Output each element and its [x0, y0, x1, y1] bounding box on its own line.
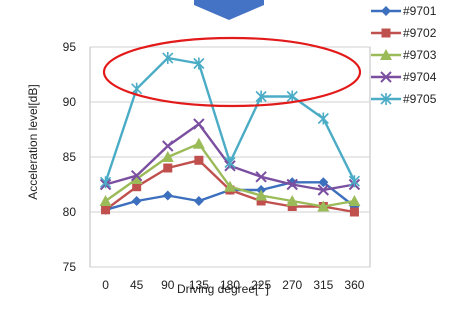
data-point: [162, 140, 174, 152]
highlight-ellipse: [102, 36, 362, 108]
x-tick-label: 315: [313, 278, 333, 292]
data-point: [132, 182, 142, 192]
legend-item: #9701: [371, 4, 437, 18]
legend-item: #9702: [371, 26, 437, 40]
series-9703: [99, 137, 361, 212]
legend-label: #9704: [403, 70, 437, 84]
top-arrow-shape: [194, 0, 264, 20]
x-tick-label: 225: [251, 278, 271, 292]
data-point: [193, 118, 205, 130]
data-point: [286, 90, 298, 103]
x-axis-label: Driving degree[˚ ]: [177, 282, 269, 296]
data-point: [380, 93, 392, 105]
x-tick-label: 270: [282, 278, 302, 292]
data-point: [255, 90, 267, 103]
data-point: [193, 57, 205, 70]
data-point: [348, 175, 361, 188]
data-point: [381, 6, 391, 16]
data-point: [255, 189, 268, 201]
y-tick-label: 95: [63, 40, 77, 54]
y-tick-label: 80: [63, 205, 77, 219]
y-tick-label: 85: [63, 150, 77, 164]
data-point: [317, 112, 329, 125]
data-point: [317, 184, 330, 196]
data-point: [256, 196, 266, 206]
data-point: [287, 202, 297, 211]
legend-label: #9705: [403, 92, 437, 106]
series-layer: [99, 52, 361, 217]
y-tick-labels: 75 80 85 90 95: [63, 40, 77, 274]
legend-item: #9703: [371, 48, 437, 62]
x-tick-label: 0: [102, 278, 109, 292]
data-point: [162, 190, 173, 201]
data-point: [163, 163, 173, 173]
data-point: [99, 195, 112, 206]
data-point: [317, 200, 330, 212]
data-point: [380, 49, 392, 60]
data-point: [162, 52, 174, 64]
x-tick-label: 45: [130, 278, 144, 292]
legend-item: #9705: [371, 92, 437, 106]
data-point: [130, 169, 143, 182]
x-tick-label: 135: [189, 278, 209, 292]
data-point: [381, 28, 391, 38]
x-tick-labels: 0 45 90 135 180 225 270 315 360: [102, 278, 365, 292]
data-point: [192, 137, 205, 149]
y-tick-label: 75: [63, 260, 77, 274]
data-point: [130, 173, 143, 184]
data-point: [348, 195, 361, 206]
data-point: [286, 178, 298, 191]
data-point: [99, 176, 112, 189]
legend-label: #9701: [403, 4, 437, 18]
data-point: [131, 196, 142, 206]
x-tick-label: 360: [344, 278, 364, 292]
data-point: [161, 151, 174, 162]
series-9705: [99, 52, 361, 189]
data-point: [131, 82, 143, 95]
gridlines: [90, 46, 370, 268]
data-point: [101, 205, 111, 215]
data-point: [193, 196, 204, 206]
data-point: [255, 171, 267, 183]
data-point: [349, 207, 359, 217]
data-point: [224, 156, 236, 169]
data-point: [318, 177, 329, 188]
data-point: [286, 195, 299, 206]
x-tick-label: 180: [220, 278, 240, 292]
legend-label: #9702: [403, 26, 437, 40]
data-point: [224, 180, 236, 192]
legend-label: #9703: [403, 48, 437, 62]
legend: #9701 #9702 #9703 #9704 #9705: [371, 4, 437, 106]
x-tick-label: 90: [161, 278, 175, 292]
y-axis-label: Acceleration level[dB]: [26, 84, 40, 199]
legend-item: #9704: [371, 70, 437, 84]
y-tick-label: 90: [63, 95, 77, 109]
data-point: [194, 155, 204, 165]
data-point: [380, 71, 392, 83]
